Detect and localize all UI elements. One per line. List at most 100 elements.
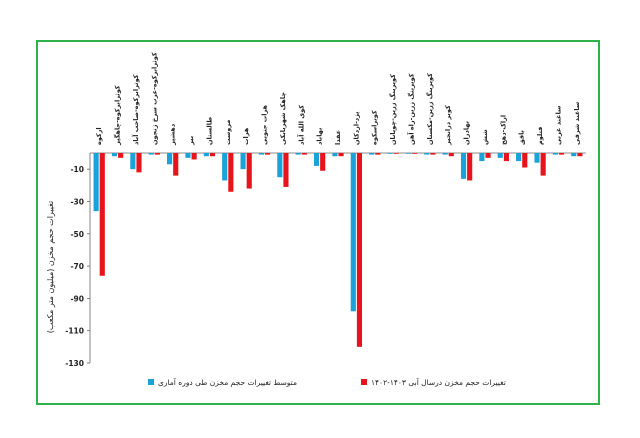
bar-series-1 [148, 153, 154, 155]
bar-series-1 [369, 153, 375, 155]
bar-series-2 [283, 153, 289, 187]
bar-series-2 [522, 153, 528, 168]
bar-series-1 [552, 153, 558, 155]
bar-series-1 [258, 153, 265, 155]
bar-series-2 [485, 153, 491, 158]
category-label: کویرینگ زرین-مکستان [426, 73, 434, 145]
category-label: بهادران [463, 121, 471, 145]
category-label: کوبر درانجیر [444, 105, 452, 146]
y-tick-label: -30 [70, 197, 84, 206]
category-label: بافق [518, 130, 526, 145]
category-labels: ارکوه کوثرابرکوه-چاهگیر کوثرابرکوه-صاحب آب… [95, 52, 581, 146]
bar-series-2 [540, 153, 546, 176]
bar-series-2 [136, 153, 142, 173]
y-tick-label: -70 [70, 262, 84, 271]
y-tick-label: -10 [70, 165, 84, 174]
bar-series-2 [154, 153, 160, 155]
bar-series-2 [375, 153, 381, 155]
bar-series-2 [173, 153, 179, 176]
category-label: کویرینگ زرین-راه آهن [406, 73, 415, 145]
axes [89, 152, 586, 363]
y-axis-label: تغییرات حجم مخزن (میلیون متر مکعب) [46, 201, 55, 334]
category-label: شش [481, 129, 489, 145]
bar-series-1 [222, 153, 228, 181]
category-label: عقدا [334, 130, 342, 145]
category-label: چاهک شهربابکی [279, 92, 287, 145]
bar-series-2 [448, 153, 454, 157]
bar-series-2 [265, 153, 271, 155]
category-label: طالستان [205, 117, 213, 145]
category-label: کوی الله آباد [296, 105, 305, 145]
category-label: فتلوم [536, 127, 544, 145]
category-label: کوثرابرکوه-صاحب آباد [131, 74, 140, 145]
legend-label-series-2: تغییرات حجم مخزن درسال آبی ۱۴۰۳-۱۴۰۲ [371, 377, 506, 387]
category-label: دهشیر [169, 123, 177, 146]
bar-series-1 [240, 153, 246, 170]
bar-series-2 [301, 153, 307, 155]
y-tick-label: -50 [70, 230, 84, 239]
bar-series-1 [460, 153, 467, 179]
bar-series-2 [577, 153, 583, 157]
bar-series-1 [111, 153, 118, 157]
bar-series-2 [209, 153, 216, 157]
bar-series-1 [479, 153, 485, 162]
y-tick-label: -110 [65, 327, 84, 336]
bar-series-2 [393, 153, 399, 154]
bar-series-1 [332, 153, 338, 157]
bar-series-1 [93, 153, 99, 212]
category-label: ساغند غربی [554, 106, 562, 145]
bar-series-1 [571, 153, 577, 157]
category-label: کوبراسکوه [371, 110, 379, 145]
bar-series-2 [503, 153, 509, 162]
bar-series-1 [130, 153, 136, 170]
bar-series-1 [405, 153, 411, 154]
bar-series-1 [534, 153, 540, 163]
y-tick-label: -130 [65, 359, 84, 368]
bar-series-2 [356, 153, 363, 347]
bar-series-2 [99, 153, 105, 276]
bar-series-1 [497, 153, 503, 158]
category-label: کویرینگ زرین-چوپانان [389, 74, 397, 145]
category-label: هرات جنوبی [261, 105, 269, 145]
bar-series-2 [191, 153, 197, 160]
bar-series-1 [442, 153, 448, 155]
legend-swatch-series-2 [361, 379, 367, 385]
chart-frame: ارکوه کوثرابرکوه-چاهگیر کوثرابرکوه-صاحب آب… [36, 40, 600, 405]
bar-series-1 [313, 153, 320, 166]
legend-label-series-1: متوسط تغییرات حجم مخزن طی دوره آماری [158, 377, 297, 387]
category-label: بیر [187, 136, 195, 146]
legend: متوسط تغییرات حجم مخزن طی دوره آماری تغی… [148, 377, 506, 387]
bar-chart: ارکوه کوثرابرکوه-چاهگیر کوثرابرکوه-صاحب آب… [46, 52, 586, 387]
y-tick-label: -90 [70, 294, 84, 303]
category-label: ارکوه [95, 127, 103, 145]
bar-series-1 [185, 153, 191, 158]
legend-swatch-series-1 [148, 379, 154, 385]
bar-series-2 [320, 153, 326, 171]
bar-series-2 [228, 153, 234, 192]
bar-series-1 [387, 153, 393, 154]
bar-series-1 [350, 153, 356, 312]
category-label: هرات [242, 127, 250, 145]
bar-series-2 [338, 153, 344, 157]
category-label: اراک-دهج [499, 115, 507, 145]
bar-series-2 [467, 153, 473, 181]
bar-series-2 [430, 153, 436, 155]
y-ticks: -10 -30 -50 -70 -90 -110 -130 [65, 165, 90, 368]
bar-series-1 [277, 153, 283, 178]
bar-series-1 [203, 153, 209, 157]
category-label: کوثرابرکوه-عرب سرخ زنجون [150, 52, 158, 145]
bar-series-2 [118, 153, 124, 158]
category-label: ساغند شرقی [573, 102, 581, 145]
bar-series-1 [424, 153, 430, 155]
category-label: بهاباد [316, 128, 324, 145]
bar-series-1 [167, 153, 173, 165]
bar-series-1 [295, 153, 301, 155]
bar-series-2 [558, 153, 565, 155]
bar-series-2 [411, 153, 418, 154]
bars [93, 153, 583, 347]
category-label: کوثرابرکوه-چاهگیر [114, 85, 122, 146]
category-label: یزد-اردکان [352, 111, 360, 145]
bar-series-1 [516, 153, 522, 162]
category-label: مروست [224, 120, 232, 145]
bar-series-2 [246, 153, 252, 189]
